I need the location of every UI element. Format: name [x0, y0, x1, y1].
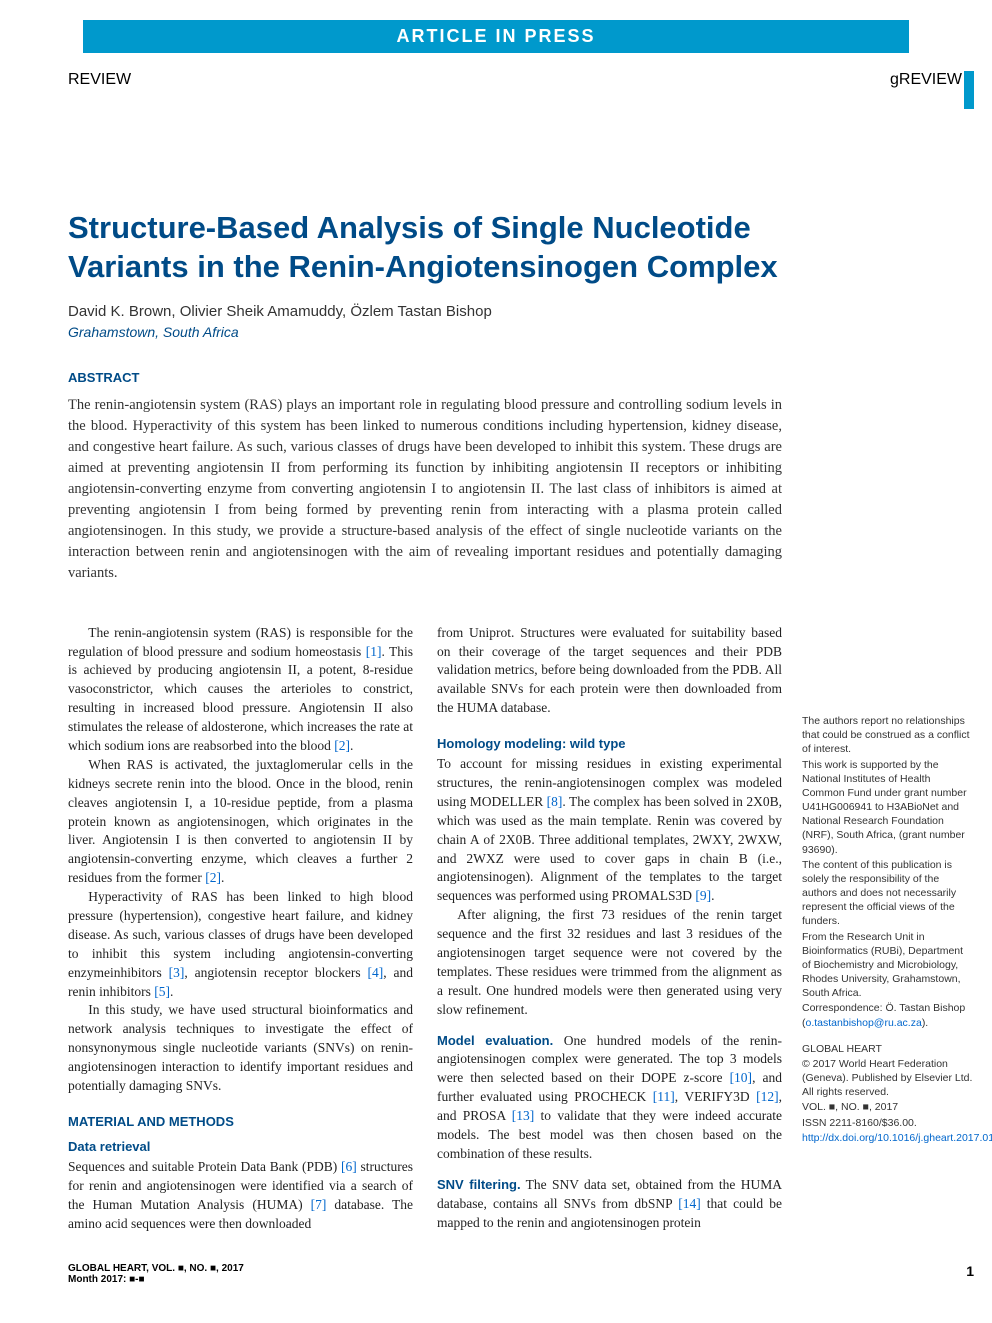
model-eval-heading: Model evaluation. — [437, 1033, 553, 1048]
col2-para-1: from Uniprot. Structures were evaluated … — [437, 624, 782, 718]
ref-6-link[interactable]: [6] — [341, 1159, 357, 1174]
body-column-1: The renin-angiotensin system (RAS) is re… — [68, 624, 413, 1234]
sidebar-doi-link[interactable]: http://dx.doi.org/10.1016/j.gheart.2017.… — [802, 1132, 992, 1144]
data-retrieval-heading: Data retrieval — [68, 1139, 413, 1154]
data-retrieval-para: Sequences and suitable Protein Data Bank… — [68, 1158, 413, 1234]
review-label-left: REVIEW — [68, 71, 131, 89]
ref-10-link[interactable]: [10] — [730, 1070, 753, 1085]
ref-11-link[interactable]: [11] — [653, 1089, 675, 1104]
sidebar-global-heart: GLOBAL HEART — [802, 1042, 974, 1056]
ref-13-link[interactable]: [13] — [512, 1108, 535, 1123]
intro-para-2: When RAS is activated, the juxtaglomerul… — [68, 756, 413, 888]
footer-line-2: Month 2017: ■-■ — [68, 1274, 244, 1285]
footer-line-1: GLOBAL HEART, VOL. ■, NO. ■, 2017 — [68, 1263, 244, 1274]
footer: GLOBAL HEART, VOL. ■, NO. ■, 2017 Month … — [8, 1233, 984, 1285]
ref-3-link[interactable]: [3] — [169, 965, 185, 980]
correspondence-email-link[interactable]: o.tastanbishop@ru.ac.za — [806, 1017, 922, 1029]
snv-filter-para: SNV filtering. The SNV data set, obtaine… — [437, 1176, 782, 1233]
sidebar-correspondence: Correspondence: Ö. Tastan Bishop (o.tast… — [802, 1001, 974, 1029]
right-accent-bar — [964, 71, 974, 109]
body-column-2: from Uniprot. Structures were evaluated … — [437, 624, 782, 1234]
ref-7-link[interactable]: [7] — [311, 1197, 327, 1212]
article-in-press-banner: ARTICLE IN PRESS — [83, 20, 909, 53]
intro-para-1: The renin-angiotensin system (RAS) is re… — [68, 624, 413, 756]
homology-heading: Homology modeling: wild type — [437, 736, 782, 751]
intro-para-4: In this study, we have used structural b… — [68, 1001, 413, 1095]
greview-text: gREVIEW — [890, 71, 962, 89]
sidebar-from: From the Research Unit in Bioinformatics… — [802, 930, 974, 1001]
sidebar-funding: This work is supported by the National I… — [802, 758, 974, 857]
review-label-right: gREVIEW — [890, 71, 974, 109]
sidebar-issn: ISSN 2211-8160/$36.00. — [802, 1116, 974, 1130]
ref-5-link[interactable]: [5] — [154, 984, 170, 999]
methods-heading: MATERIAL AND METHODS — [68, 1114, 413, 1129]
sidebar: The authors report no relationships that… — [802, 119, 974, 1233]
sidebar-disclaimer: The content of this publication is solel… — [802, 858, 974, 929]
sidebar-vol: VOL. ■, NO. ■, 2017 — [802, 1100, 974, 1114]
homology-para-1: To account for missing residues in exist… — [437, 755, 782, 906]
model-eval-para: Model evaluation. One hundred models of … — [437, 1032, 782, 1164]
sidebar-copyright: © 2017 World Heart Federation (Geneva). … — [802, 1057, 974, 1100]
abstract-text: The renin-angiotensin system (RAS) plays… — [68, 395, 782, 584]
article-title: Structure-Based Analysis of Single Nucle… — [68, 209, 782, 287]
snv-filter-heading: SNV filtering. — [437, 1177, 521, 1192]
ref-2b-link[interactable]: [2] — [205, 870, 221, 885]
page-number: 1 — [966, 1263, 974, 1285]
header-row: REVIEW gREVIEW — [8, 71, 984, 119]
abstract-heading: ABSTRACT — [68, 370, 782, 385]
sidebar-disclosure: The authors report no relationships that… — [802, 714, 974, 757]
ref-1-link[interactable]: [1] — [366, 644, 382, 659]
ref-8-link[interactable]: [8] — [547, 794, 563, 809]
ref-14-link[interactable]: [14] — [678, 1196, 701, 1211]
homology-para-2: After aligning, the first 73 residues of… — [437, 906, 782, 1019]
ref-12-link[interactable]: [12] — [756, 1089, 779, 1104]
ref-4-link[interactable]: [4] — [367, 965, 383, 980]
affiliation: Grahamstown, South Africa — [68, 324, 782, 340]
intro-para-3: Hyperactivity of RAS has been linked to … — [68, 888, 413, 1001]
ref-9-link[interactable]: [9] — [695, 888, 711, 903]
authors: David K. Brown, Olivier Sheik Amamuddy, … — [68, 303, 782, 320]
ref-2-link[interactable]: [2] — [334, 738, 350, 753]
